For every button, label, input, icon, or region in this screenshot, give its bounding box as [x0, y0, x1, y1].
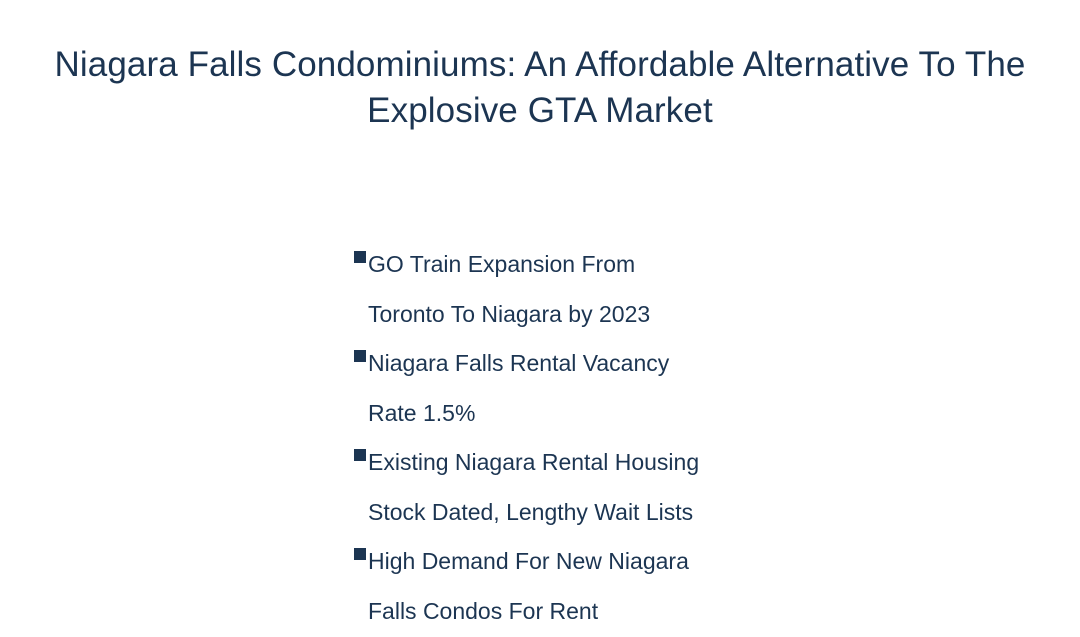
list-item-text-line-2: Toronto To Niagara by 2023	[368, 300, 651, 327]
square-bullet-icon	[354, 251, 366, 263]
list-item: GO Train Expansion From Toronto To Niaga…	[354, 240, 754, 339]
list-item: Existing Niagara Rental Housing Stock Da…	[354, 438, 754, 537]
list-item-text-line-2: Stock Dated, Lengthy Wait Lists	[368, 498, 694, 525]
page-title-line-2: Explosive GTA Market	[367, 91, 713, 130]
list-item: High Demand For New Niagara Falls Condos…	[354, 537, 754, 636]
list-item-text-line-1: High Demand For New Niagara	[368, 548, 689, 574]
list-item-text-line-2: Falls Condos For Rent	[368, 597, 599, 624]
square-bullet-icon	[354, 449, 366, 461]
list-item-text-line-1: GO Train Expansion From	[368, 251, 636, 277]
square-bullet-icon	[354, 548, 366, 560]
page-title: Niagara Falls Condominiums: An Affordabl…	[0, 42, 1080, 134]
list-item-text-line-1: Existing Niagara Rental Housing	[368, 449, 700, 475]
page-title-line-1: Niagara Falls Condominiums: An Affordabl…	[54, 45, 1026, 84]
list-item: Niagara Falls Rental Vacancy Rate 1.5%	[354, 339, 754, 438]
square-bullet-icon	[354, 350, 366, 362]
feature-bullet-list: GO Train Expansion From Toronto To Niaga…	[354, 240, 754, 636]
list-item-text-line-2: Rate 1.5%	[368, 399, 476, 426]
list-item-text-line-1: Niagara Falls Rental Vacancy	[368, 350, 670, 376]
